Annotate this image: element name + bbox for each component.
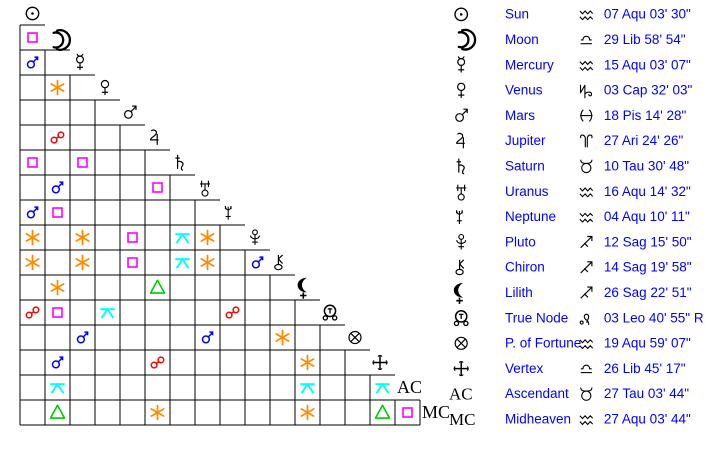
svg-text:18 Pis 14' 28": 18 Pis 14' 28" bbox=[604, 108, 687, 123]
svg-text:03 Leo 40' 55" R: 03 Leo 40' 55" R bbox=[604, 310, 704, 325]
svg-text:Mars: Mars bbox=[505, 108, 535, 123]
svg-text:14 Sag 19' 58": 14 Sag 19' 58" bbox=[604, 260, 692, 275]
svg-text:MC: MC bbox=[449, 410, 475, 429]
svg-text:Chiron: Chiron bbox=[505, 260, 545, 275]
svg-text:Mercury: Mercury bbox=[505, 57, 554, 72]
svg-text:29 Lib 58' 54": 29 Lib 58' 54" bbox=[604, 32, 686, 47]
svg-text:07 Aqu 03' 30": 07 Aqu 03' 30" bbox=[604, 7, 691, 22]
svg-text:Saturn: Saturn bbox=[505, 159, 545, 174]
svg-text:Venus: Venus bbox=[505, 83, 543, 98]
svg-text:Midheaven: Midheaven bbox=[505, 412, 571, 427]
svg-text:16 Aqu 14' 32": 16 Aqu 14' 32" bbox=[604, 184, 691, 199]
svg-text:Ascendant: Ascendant bbox=[505, 386, 569, 401]
svg-text:Lilith: Lilith bbox=[505, 285, 533, 300]
svg-text:AC: AC bbox=[449, 385, 473, 404]
svg-text:Vertex: Vertex bbox=[505, 361, 544, 376]
svg-text:26 Sag 22' 51": 26 Sag 22' 51" bbox=[604, 285, 692, 300]
svg-text:12 Sag 15' 50": 12 Sag 15' 50" bbox=[604, 234, 692, 249]
svg-text:True Node: True Node bbox=[505, 310, 568, 325]
svg-text:P. of Fortune: P. of Fortune bbox=[505, 336, 581, 351]
svg-text:Pluto: Pluto bbox=[505, 234, 536, 249]
svg-text:19 Aqu 59' 07": 19 Aqu 59' 07" bbox=[604, 336, 691, 351]
svg-text:AC: AC bbox=[397, 377, 422, 397]
svg-text:27 Tau 03' 44": 27 Tau 03' 44" bbox=[604, 386, 689, 401]
svg-text:Sun: Sun bbox=[505, 7, 529, 22]
svg-text:10 Tau 30' 48": 10 Tau 30' 48" bbox=[604, 159, 689, 174]
svg-text:Jupiter: Jupiter bbox=[505, 133, 546, 148]
svg-text:04 Aqu 10' 11": 04 Aqu 10' 11" bbox=[604, 209, 690, 224]
svg-text:Moon: Moon bbox=[505, 32, 539, 47]
svg-text:Uranus: Uranus bbox=[505, 184, 549, 199]
svg-text:MC: MC bbox=[422, 402, 450, 422]
svg-text:26 Lib 45' 17": 26 Lib 45' 17" bbox=[604, 361, 686, 376]
svg-text:15 Aqu 03' 07": 15 Aqu 03' 07" bbox=[604, 57, 691, 72]
svg-text:27 Aqu 03' 44": 27 Aqu 03' 44" bbox=[604, 412, 691, 427]
svg-text:27 Ari 24' 26": 27 Ari 24' 26" bbox=[604, 133, 684, 148]
svg-text:03 Cap 32' 03": 03 Cap 32' 03" bbox=[604, 83, 693, 98]
svg-text:Neptune: Neptune bbox=[505, 209, 556, 224]
